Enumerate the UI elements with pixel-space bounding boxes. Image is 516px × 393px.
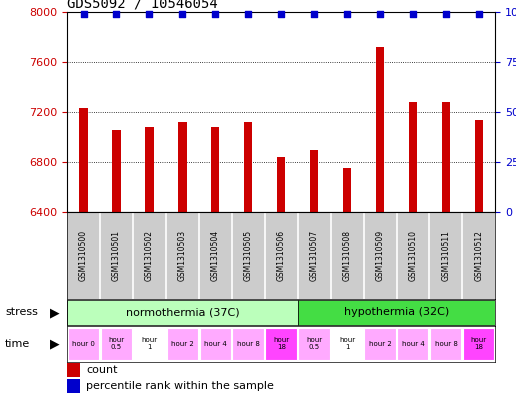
Bar [67,363,80,377]
Bar [364,328,396,360]
Bar [68,328,99,360]
Point [310,11,318,17]
Text: hour 2: hour 2 [368,341,392,347]
Bar [442,102,450,212]
Bar [277,157,285,212]
Text: GDS5092 / 10546054: GDS5092 / 10546054 [67,0,218,11]
Text: hour 4: hour 4 [204,341,227,347]
Text: GSM1310504: GSM1310504 [211,230,220,281]
Text: GSM1310512: GSM1310512 [474,230,483,281]
Bar [112,130,121,212]
Text: hour 2: hour 2 [171,341,194,347]
Text: hour
18: hour 18 [471,337,487,351]
Bar [397,328,428,360]
Text: GSM1310507: GSM1310507 [310,230,319,281]
Bar [134,328,165,360]
Bar [167,328,198,360]
Text: hour
18: hour 18 [273,337,289,351]
Bar [298,300,495,325]
Text: hypothermia (32C): hypothermia (32C) [344,307,449,318]
Text: GSM1310501: GSM1310501 [112,230,121,281]
Point [376,11,384,17]
Text: ▶: ▶ [50,306,59,319]
Point [112,11,121,17]
Point [409,11,417,17]
Text: percentile rank within the sample: percentile rank within the sample [86,381,274,391]
Text: GSM1310502: GSM1310502 [145,230,154,281]
Text: GSM1310509: GSM1310509 [376,230,384,281]
Bar [200,328,231,360]
Bar [430,328,461,360]
Bar [244,122,252,212]
Text: GSM1310511: GSM1310511 [442,230,450,281]
Bar [376,47,384,212]
Bar [463,328,494,360]
Text: hour
0.5: hour 0.5 [306,337,322,351]
Point [475,11,483,17]
Text: hour
1: hour 1 [141,337,157,351]
Point [178,11,186,17]
Bar [79,108,88,212]
Point [343,11,351,17]
Text: count: count [86,365,118,375]
Text: GSM1310506: GSM1310506 [277,230,286,281]
Bar [146,127,154,212]
Text: time: time [5,339,30,349]
Point [79,11,88,17]
Text: stress: stress [5,307,38,318]
Bar [343,168,351,212]
Bar [265,328,297,360]
Text: hour
1: hour 1 [339,337,355,351]
Text: hour 8: hour 8 [434,341,457,347]
Text: GSM1310508: GSM1310508 [343,230,351,281]
Text: hour 4: hour 4 [401,341,424,347]
Bar [101,328,132,360]
Bar [67,300,298,325]
Point [244,11,252,17]
Bar [211,127,219,212]
Text: hour 8: hour 8 [237,341,260,347]
Point [211,11,219,17]
Bar [331,328,363,360]
Text: GSM1310510: GSM1310510 [409,230,417,281]
Bar [409,102,417,212]
Point [277,11,285,17]
Point [442,11,450,17]
Point [146,11,154,17]
Bar [310,150,318,212]
Text: GSM1310505: GSM1310505 [244,230,253,281]
Bar [178,122,186,212]
Bar [475,119,483,212]
Text: normothermia (37C): normothermia (37C) [125,307,239,318]
Text: ▶: ▶ [50,337,59,351]
Bar [298,328,330,360]
Text: GSM1310503: GSM1310503 [178,230,187,281]
Bar [67,379,80,393]
Bar [233,328,264,360]
Text: hour 0: hour 0 [72,341,95,347]
Text: GSM1310500: GSM1310500 [79,230,88,281]
Text: hour
0.5: hour 0.5 [108,337,124,351]
